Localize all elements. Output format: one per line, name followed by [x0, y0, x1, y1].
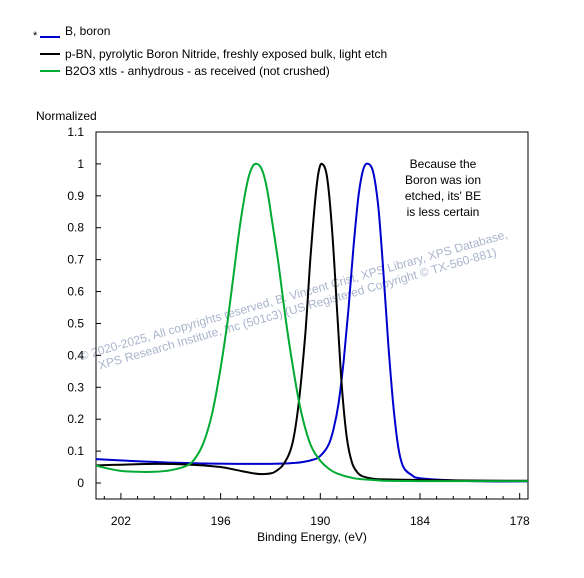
legend-label-b2o3: B2O3 xtls - anhydrous - as received (not… — [65, 64, 330, 78]
y-tick-label: 1.1 — [67, 125, 84, 139]
series-line-boron — [95, 162, 529, 483]
watermark-line-1: © 2020-2025, All copyrights reserved, B.… — [78, 227, 509, 363]
y-tick-label: 0.9 — [67, 189, 84, 203]
watermark-line-2: XPS Research Institute, Inc (501c3) (US … — [97, 245, 498, 372]
x-tick-label: 202 — [111, 514, 131, 528]
y-tick-label: 0.8 — [67, 221, 84, 235]
legend: * B, boron p-BN, pyrolytic Boron Nitride… — [33, 24, 387, 78]
x-axis: 202 196 190 184 178 — [103, 493, 530, 528]
x-tick-label: 178 — [510, 514, 530, 528]
y-tick-label: 0.4 — [67, 348, 84, 362]
x-axis-label: Binding Energy, (eV) — [257, 530, 367, 544]
y-tick-label: 0.1 — [67, 444, 84, 458]
legend-label-pbn: p-BN, pyrolytic Boron Nitride, freshly e… — [65, 47, 387, 61]
plot-frame — [95, 131, 529, 500]
series-layer — [95, 162, 529, 483]
y-axis: 0 0.1 0.2 0.3 0.4 0.5 0.6 0.7 0.8 0.9 1 1.1 — [67, 125, 101, 490]
legend-label-boron: B, boron — [65, 24, 110, 38]
annotation-line-4: is less certain — [407, 205, 480, 219]
x-tick-label: 190 — [310, 514, 330, 528]
y-tick-label: 0 — [77, 476, 84, 490]
y-tick-label: 0.7 — [67, 253, 84, 267]
y-tick-label: 0.6 — [67, 285, 84, 299]
annotation-line-1: Because the — [410, 157, 477, 171]
x-tick-label: 196 — [211, 514, 231, 528]
annotation-line-3: etched, its' BE — [405, 189, 481, 203]
y-tick-label: 0.3 — [67, 380, 84, 394]
copyright-watermark: © 2020-2025, All copyrights reserved, B.… — [78, 227, 509, 372]
y-tick-label: 1 — [77, 157, 84, 171]
y-tick-label: 0.5 — [67, 316, 84, 330]
series-line-b2o3 — [95, 162, 528, 483]
x-tick-label: 184 — [410, 514, 430, 528]
annotation-note: Because the Boron was ion etched, its' B… — [405, 157, 481, 219]
y-tick-label: 0.2 — [67, 412, 84, 426]
legend-marker: * — [33, 30, 38, 42]
series-line-pbn — [95, 162, 529, 482]
y-axis-label: Normalized — [36, 109, 97, 123]
annotation-line-2: Boron was ion — [405, 173, 481, 187]
